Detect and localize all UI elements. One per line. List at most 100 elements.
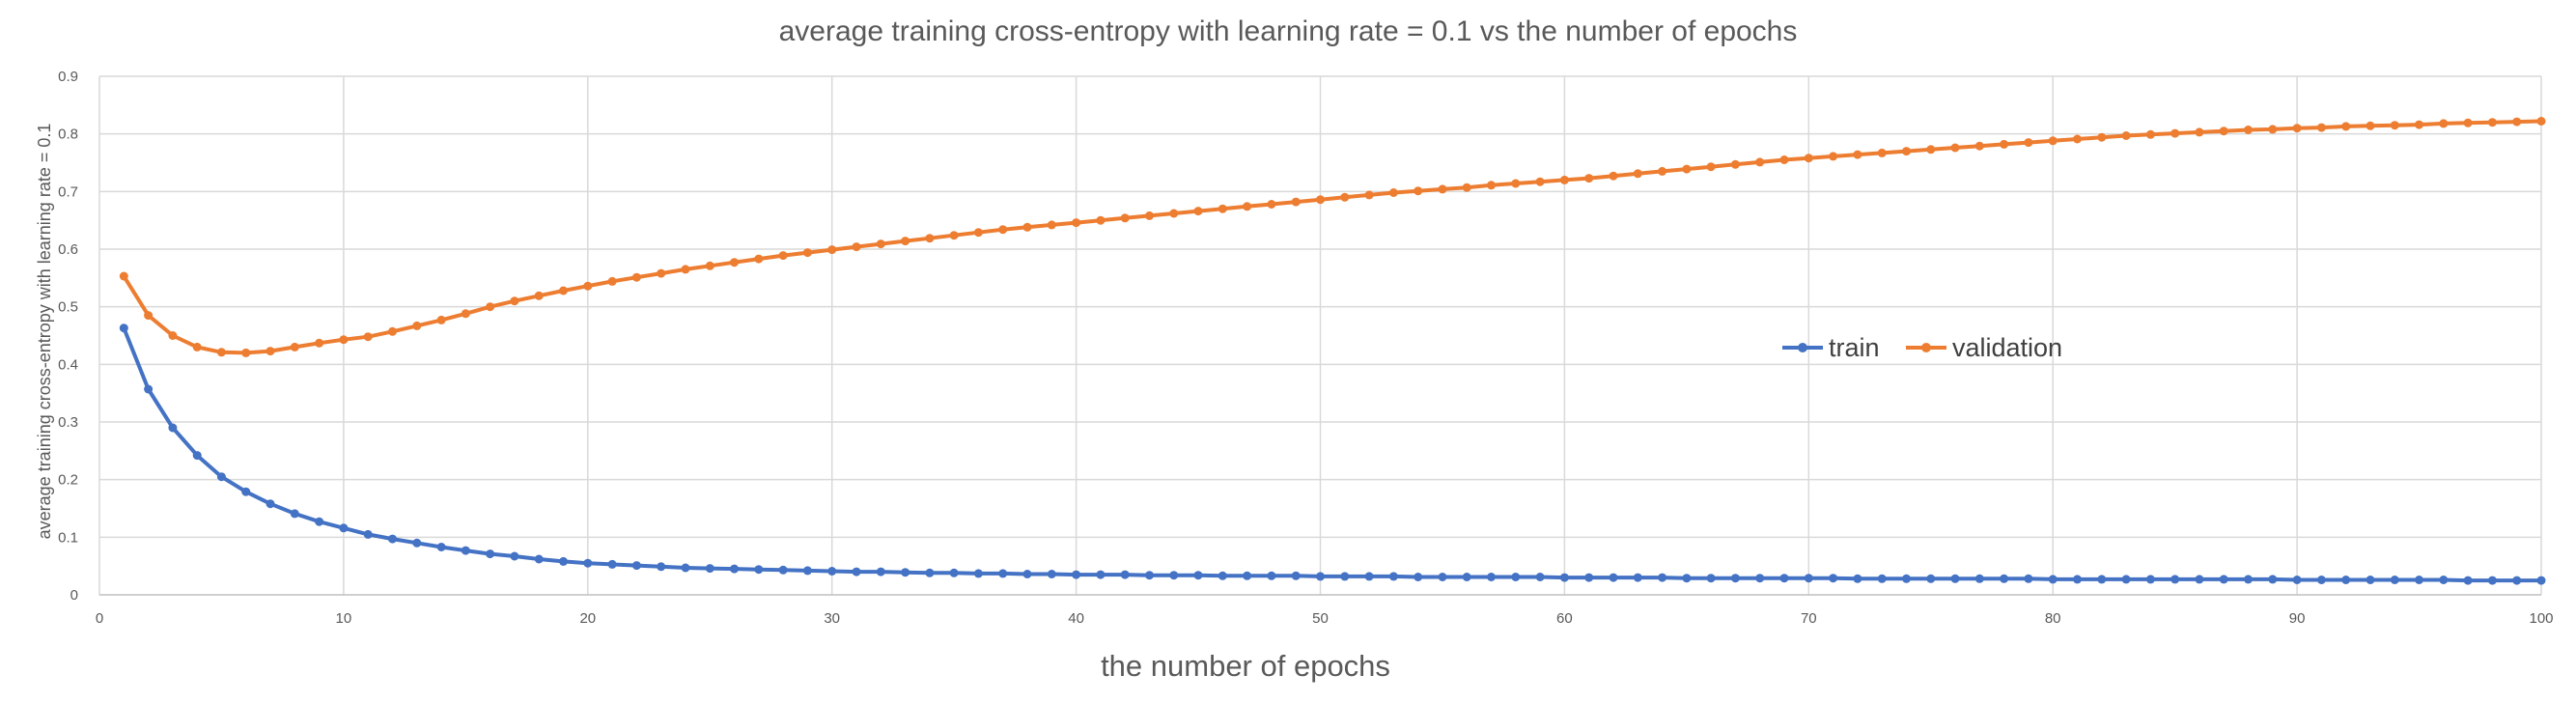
series-layer [119,117,2546,585]
data-point-validation [2048,136,2058,146]
data-point-validation [412,321,422,330]
data-point-validation [2439,119,2449,128]
data-point-validation [1926,145,1936,155]
data-point-validation [1633,169,1642,179]
data-point-validation [119,271,128,281]
y-tick-label: 0.9 [58,69,78,85]
data-point-validation [2487,118,2497,127]
y-axis-label: average training cross-entropy with lear… [35,124,54,540]
data-point-validation [973,228,983,238]
series-validation [119,117,2546,357]
data-point-train [1340,572,1350,581]
data-point-train [2292,576,2302,584]
data-point-validation [290,342,299,352]
data-point-train [534,554,544,564]
data-point-validation [1072,218,1081,228]
data-point-train [925,568,935,577]
series-line-train [122,325,2543,583]
data-point-validation [607,276,617,286]
data-point-validation [1682,164,1692,174]
x-tick-label: 30 [824,610,840,627]
data-point-validation [631,272,641,282]
data-point-validation [2170,128,2180,138]
y-tick-labels: 0 0.1 0.2 0.3 0.4 0.5 0.6 0.7 0.8 0.9 [58,69,78,604]
data-point-train [1902,574,1911,583]
data-point-train [1414,573,1423,581]
data-point-validation [1535,177,1545,186]
data-point-validation [363,332,373,342]
y-tick-label: 0.6 [58,241,78,258]
data-point-train [1267,571,1276,580]
data-point-train [1950,574,1960,583]
data-point-train [754,565,764,575]
data-point-train [1804,574,1813,583]
data-point-train [2048,575,2058,584]
data-point-train [705,564,714,574]
data-point-validation [1316,195,1325,205]
data-point-validation [339,335,349,345]
data-point-validation [1974,141,1984,151]
data-point-train [1926,574,1936,583]
data-point-validation [1779,155,1789,164]
data-point-validation [730,258,739,267]
data-point-validation [2121,131,2131,140]
data-point-validation [1291,197,1301,207]
data-point-validation [998,225,1008,235]
data-point-validation [1364,190,1374,200]
data-point-validation [657,268,666,278]
legend-label-train: train [1829,333,1880,362]
data-point-validation [1267,200,1276,209]
data-point-train [559,556,568,566]
data-point-validation [2000,139,2009,149]
y-tick-label: 0.1 [58,529,78,546]
data-point-validation [2097,132,2107,142]
data-point-train [852,567,861,576]
data-point-validation [1804,154,1813,163]
data-point-train [901,568,910,577]
data-point-train [778,565,788,575]
data-point-validation [1877,148,1887,157]
data-point-train [1388,572,1398,581]
data-point-validation [168,331,178,340]
legend-item-train: train [1782,333,1880,362]
data-point-train [1291,571,1301,580]
data-point-validation [1853,150,1862,159]
data-point-validation [1193,207,1203,216]
y-tick-label: 0.4 [58,356,78,373]
data-point-train [216,472,226,482]
data-point-train [119,323,128,333]
data-point-train [1438,573,1447,581]
data-point-train [388,534,397,544]
data-point-train [339,523,349,533]
data-point-validation [583,281,593,291]
data-point-train [2366,576,2375,584]
data-point-train [1535,573,1545,581]
legend-item-validation: validation [1906,333,2062,362]
data-point-train [266,499,275,509]
data-point-train [412,538,422,548]
data-point-validation [2512,117,2522,127]
data-point-validation [2390,121,2399,130]
data-point-validation [216,348,226,357]
data-point-validation [1096,215,1106,225]
data-point-train [510,551,519,561]
series-line-validation [122,119,2543,355]
data-point-train [802,566,812,576]
data-point-validation [1438,184,1447,194]
gridlines [98,75,2542,595]
data-point-validation [461,309,470,319]
data-point-validation [2463,118,2473,127]
data-point-train [2268,575,2278,584]
data-point-train [2390,576,2399,584]
y-tick-label: 0.8 [58,127,78,143]
series-train [119,323,2546,585]
data-point-train [2244,575,2253,584]
data-point-train [2415,576,2423,584]
data-point-train [631,561,641,571]
data-point-validation [534,291,544,300]
data-point-train [486,549,495,559]
data-point-train [1609,573,1618,582]
data-point-train [1511,573,1521,581]
data-point-train [827,567,837,576]
